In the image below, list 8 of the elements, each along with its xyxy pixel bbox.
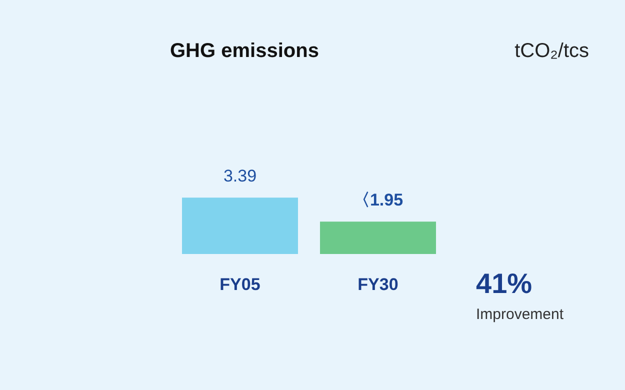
chart-title: GHG emissions (170, 40, 319, 63)
data-label: 〈1.95 (352, 190, 404, 210)
data-label: 3.39 (223, 166, 257, 186)
text: 41% (476, 268, 532, 300)
text: tCO₂/tcs (514, 40, 589, 63)
x-tick-label: FY05 (220, 275, 260, 294)
x-tick-label: FY30 (358, 275, 398, 294)
text: Improvement (476, 306, 564, 323)
